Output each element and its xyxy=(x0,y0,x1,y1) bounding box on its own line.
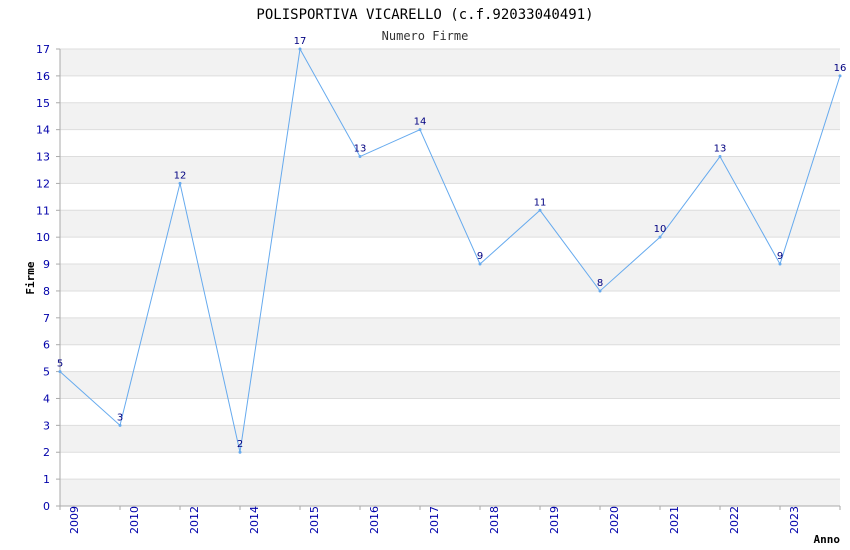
y-tick-label: 8 xyxy=(43,285,50,298)
data-point xyxy=(58,370,62,374)
chart-title: POLISPORTIVA VICARELLO (c.f.92033040491) xyxy=(256,7,593,23)
x-tick-label: 2017 xyxy=(428,506,441,534)
data-label: 13 xyxy=(714,144,727,155)
background-bands xyxy=(60,49,840,506)
data-point xyxy=(658,235,662,239)
y-tick-label: 7 xyxy=(43,312,50,325)
x-tick-label: 2015 xyxy=(308,506,321,534)
band-8 xyxy=(60,264,840,291)
x-tick-label: 2019 xyxy=(548,506,561,534)
data-series xyxy=(58,47,842,454)
x-tick-label: 2016 xyxy=(368,506,381,534)
x-tick-label: 2023 xyxy=(788,506,801,534)
y-tick-label: 3 xyxy=(43,419,50,432)
y-axis-label: Firme xyxy=(24,261,37,294)
y-tick-label: 2 xyxy=(43,446,50,459)
x-tick-label: 2014 xyxy=(248,506,261,534)
data-point xyxy=(178,181,182,185)
data-point xyxy=(598,289,602,293)
band-2 xyxy=(60,425,840,453)
data-label: 17 xyxy=(294,36,307,47)
y-tick-label: 14 xyxy=(36,124,50,137)
x-tick-label: 2012 xyxy=(188,506,201,534)
data-point xyxy=(298,47,302,51)
band-6 xyxy=(60,317,840,345)
data-point xyxy=(118,423,122,427)
chart-subtitle: Numero Firme xyxy=(382,29,469,43)
band-16 xyxy=(60,49,840,76)
y-tick-label: 12 xyxy=(36,177,50,190)
x-tick-label: 2024 xyxy=(848,506,850,534)
band-14 xyxy=(60,102,840,130)
data-label: 10 xyxy=(654,224,667,235)
data-label: 13 xyxy=(354,144,367,155)
axes xyxy=(59,49,840,507)
data-label: 9 xyxy=(477,251,483,262)
data-point xyxy=(418,128,422,132)
grid-lines xyxy=(60,48,840,507)
data-point xyxy=(778,262,782,266)
band-10 xyxy=(60,210,840,238)
x-tick-label: 2022 xyxy=(728,506,741,534)
band-0 xyxy=(60,479,840,506)
data-point xyxy=(538,208,542,212)
data-label: 16 xyxy=(834,63,847,74)
x-tick-label: 2021 xyxy=(668,506,681,534)
x-tick-label: 2018 xyxy=(488,506,501,534)
y-tick-label: 11 xyxy=(36,204,50,217)
y-tick-label: 15 xyxy=(36,97,50,110)
data-label: 12 xyxy=(174,170,187,181)
y-tick-label: 9 xyxy=(43,258,50,271)
x-tick-label: 2010 xyxy=(128,506,141,534)
data-labels: 5 3 12 2 17 13 14 9 11 8 10 13 9 16 xyxy=(57,36,847,450)
data-label: 14 xyxy=(414,117,427,128)
x-tick-label: 2009 xyxy=(68,506,81,534)
data-label: 11 xyxy=(534,197,547,208)
data-point xyxy=(478,262,482,266)
y-tick-label: 6 xyxy=(43,339,50,352)
data-label: 9 xyxy=(777,251,783,262)
data-point xyxy=(838,74,842,78)
data-point xyxy=(718,155,722,159)
y-tick-label: 0 xyxy=(43,500,50,513)
data-label: 3 xyxy=(117,412,123,423)
y-tick-label: 16 xyxy=(36,70,50,83)
series-line xyxy=(59,47,841,453)
data-label: 2 xyxy=(237,439,243,450)
y-tick-label: 17 xyxy=(36,43,50,56)
x-tick-label: 2020 xyxy=(608,506,621,534)
data-label: 8 xyxy=(597,278,603,289)
data-point xyxy=(358,155,362,159)
y-tick-label: 13 xyxy=(36,151,50,164)
data-point xyxy=(238,450,242,454)
x-axis-label: Anno xyxy=(814,533,841,546)
x-axis-ticks: 2009 2010 2012 2014 2015 2016 2017 2018 2019 2020… xyxy=(59,506,850,534)
y-tick-label: 1 xyxy=(43,473,50,486)
data-label: 5 xyxy=(57,359,63,370)
band-4 xyxy=(60,371,840,399)
y-tick-label: 4 xyxy=(43,392,50,405)
y-tick-label: 5 xyxy=(43,366,50,379)
y-tick-label: 10 xyxy=(36,231,50,244)
